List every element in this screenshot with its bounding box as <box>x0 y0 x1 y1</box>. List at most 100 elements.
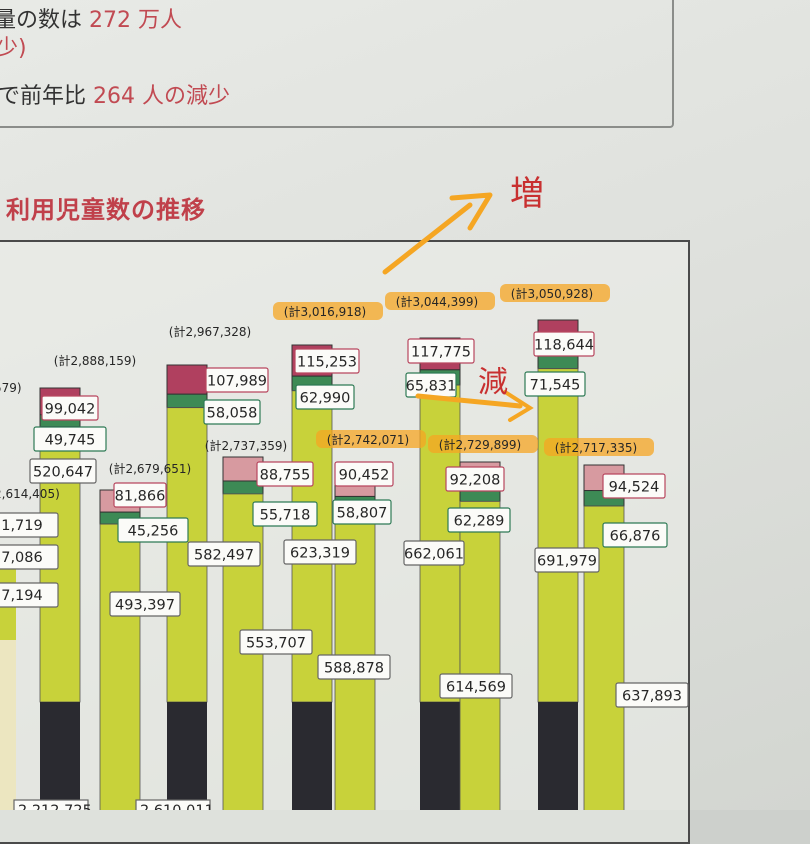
value-label: 579) <box>0 381 22 395</box>
value-label-box <box>407 338 475 364</box>
summary-line-3: で前年比 264 人の減少 <box>0 78 230 110</box>
value-label: 94,524 <box>609 480 660 496</box>
value-label-box <box>13 799 89 810</box>
summary-box <box>0 0 674 128</box>
value-label: 117,775 <box>411 345 471 361</box>
total-label: (計2,729,899) <box>439 437 521 452</box>
value-label: 637,893 <box>622 689 682 705</box>
bar-segment-dark <box>420 702 460 810</box>
value-label-box <box>294 348 360 374</box>
value-label-box <box>0 544 59 570</box>
value-label: 37,086 <box>0 550 43 566</box>
value-label: 55,718 <box>260 508 311 524</box>
value-label: 71,545 <box>530 378 581 394</box>
value-label: 58,058 <box>207 406 258 422</box>
highlighter-mark <box>273 302 383 320</box>
value-label-box <box>602 522 668 548</box>
summary-value: 272 <box>89 8 132 33</box>
decrease-arrow-head <box>503 390 534 422</box>
bar-segment-yellow <box>99 523 141 810</box>
bar-segment-dark <box>292 702 332 810</box>
bar-segment-yellow <box>537 368 579 703</box>
value-label-box <box>0 512 59 538</box>
value-label: 623,319 <box>290 546 350 562</box>
summary-value: 264 <box>93 84 136 109</box>
highlighter-mark <box>500 284 610 302</box>
bar-segment-top <box>166 364 208 395</box>
highlighter-mark <box>385 292 495 310</box>
value-label-box <box>602 473 666 499</box>
bar-segment-yellow <box>459 501 501 810</box>
value-label: 614,569 <box>446 680 506 696</box>
value-label: 45,256 <box>128 524 179 540</box>
value-label: 582,497 <box>194 548 254 564</box>
total-label: (計2,737,359) <box>205 438 287 453</box>
value-label-box <box>203 399 261 425</box>
summary-unit: 人の減少 <box>142 84 231 109</box>
value-label: 17,194 <box>0 588 43 604</box>
total-label: (計2,967,328) <box>169 324 251 339</box>
decrease-arrow <box>415 393 523 409</box>
bar-segment-dark <box>40 702 80 810</box>
value-label-box <box>534 547 600 573</box>
total-label: (計3,044,399) <box>396 294 478 309</box>
value-label: 107,989 <box>207 374 267 390</box>
value-label: 553,707 <box>246 636 306 652</box>
value-label-box <box>334 461 394 487</box>
value-label-box <box>615 682 689 708</box>
bar-segment-dark <box>167 702 207 810</box>
value-label: 88,755 <box>260 468 311 484</box>
value-label-box <box>33 426 107 452</box>
value-label: 493,397 <box>115 598 175 614</box>
value-label: 90,452 <box>339 468 390 484</box>
value-label-box <box>283 539 357 565</box>
summary-text: で前年比 <box>0 84 87 109</box>
value-label: 662,061 <box>404 547 464 563</box>
value-label-box <box>533 331 595 357</box>
stacked-bar-chart: 99,042 49,745 520,647 81,866 45,256 493,397 10… <box>0 174 689 810</box>
total-label: (計2,742,071) <box>327 432 409 447</box>
summary-line-1: 量の数は 272 万人 <box>0 2 182 34</box>
value-label: 58,807 <box>337 506 388 522</box>
value-label-box <box>29 458 97 484</box>
value-label-box <box>205 367 269 393</box>
value-label-box <box>109 591 181 617</box>
section-title: 利用児童数の推移 <box>6 196 206 224</box>
value-label: 2,610,011 <box>140 803 214 810</box>
highlighter-mark <box>316 430 426 448</box>
total-label: (計2,888,159) <box>54 353 136 368</box>
increase-annotation: 増 <box>510 174 544 214</box>
value-label: 520,647 <box>33 465 93 481</box>
value-label-box <box>447 507 511 533</box>
summary-line-2: 少) <box>0 30 27 62</box>
value-label: 66,876 <box>610 529 661 545</box>
partial-bar-light <box>0 640 16 810</box>
value-label: 691,979 <box>537 554 597 570</box>
summary-text: 少) <box>0 36 27 61</box>
total-label: (計2,717,335) <box>555 440 637 455</box>
value-label-box <box>317 654 391 680</box>
value-label: 71,719 <box>0 518 43 534</box>
value-label-box <box>439 673 513 699</box>
value-label: 99,042 <box>45 402 96 418</box>
value-label: 49,745 <box>45 433 96 449</box>
value-label-box <box>256 461 314 487</box>
highlighter-mark <box>544 438 654 456</box>
value-label: 62,289 <box>454 514 505 530</box>
value-label: 62,990 <box>300 391 351 407</box>
decrease-annotation: 減 <box>478 365 508 400</box>
value-label: 2,212,725 <box>18 803 92 810</box>
increase-arrow-head <box>449 192 493 231</box>
value-label-box <box>445 466 505 492</box>
value-label: 2,614,405) <box>0 487 60 501</box>
value-label-box <box>117 517 189 543</box>
highlighter-mark <box>428 435 538 453</box>
value-label-box <box>332 499 392 525</box>
value-label-box <box>135 799 211 810</box>
value-label: 92,208 <box>450 473 501 489</box>
bar-segment-green <box>166 393 208 409</box>
summary-unit: 万人 <box>138 8 183 33</box>
value-label-box <box>0 582 59 608</box>
value-label: 65,831 <box>406 379 457 395</box>
